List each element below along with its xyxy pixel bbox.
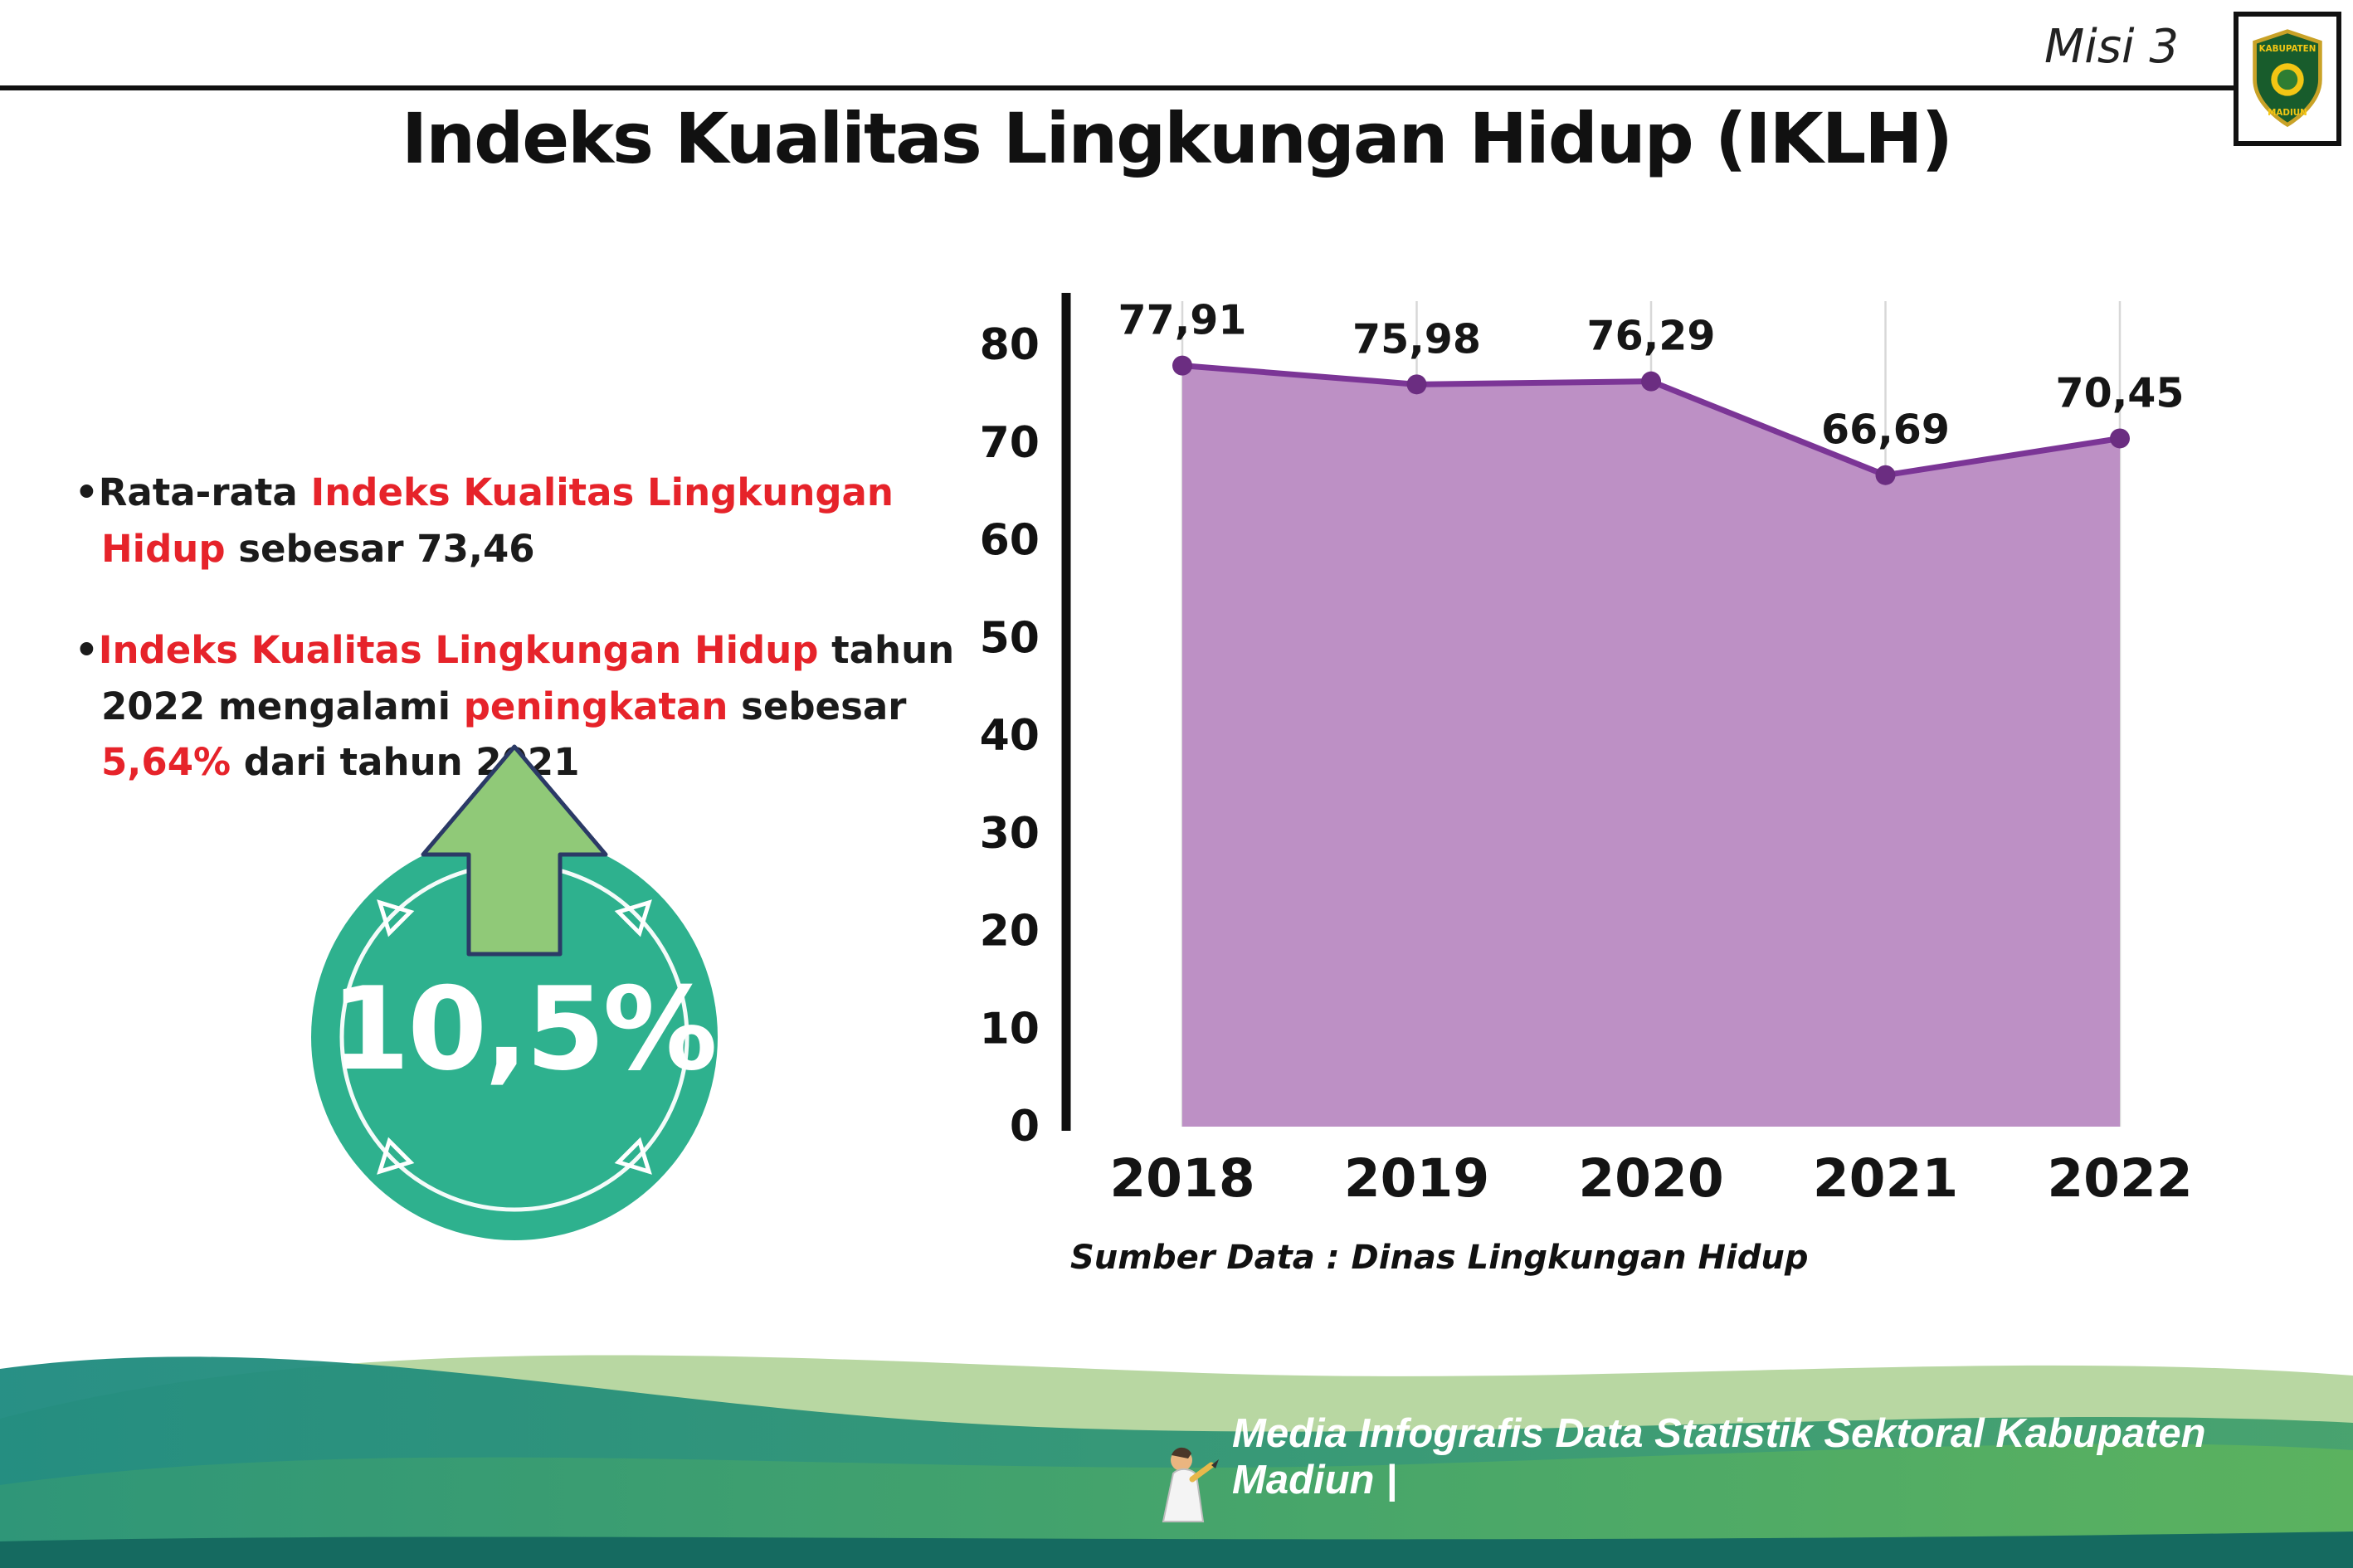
logo-emblem-inner	[2277, 69, 2298, 90]
footer-credit: Media Infografis Data Statistik Sektoral…	[1232, 1411, 2206, 1502]
bullet-item: •Indeks Kualitas Lingkungan Hidup tahun …	[75, 622, 971, 791]
badge-circle	[311, 834, 718, 1240]
y-tick-label: 60	[980, 516, 1040, 566]
bullet-text-segment: tahun 2022 mengalami	[101, 628, 955, 728]
logo-text-madiun: MADIUN	[2268, 108, 2307, 118]
page-title: Indeks Kualitas Lingkungan Hidup (IKLH)	[402, 98, 1953, 179]
mascot-pencil	[1189, 1462, 1215, 1483]
y-tick-label: 10	[980, 1004, 1040, 1054]
bullet-dot: •	[75, 470, 99, 514]
value-label: 66,69	[1821, 407, 1950, 454]
y-tick-label: 40	[980, 711, 1040, 761]
y-tick-label: 80	[980, 320, 1040, 370]
bullet-item: •Rata-rata Indeks Kualitas Lingkungan Hi…	[75, 465, 971, 577]
data-point	[2110, 428, 2130, 449]
value-label: 70,45	[2056, 369, 2185, 416]
iklh-chart: 0 10 20 30 40 50 60 70 80 77,91 75,98 76,29 66,69 70,…	[954, 286, 2315, 1365]
y-tick-label: 70	[980, 418, 1040, 468]
logo-shield-icon: KABUPATEN MADIUN	[2253, 29, 2322, 128]
summary-bullets: •Rata-rata Indeks Kualitas Lingkungan Hi…	[75, 465, 971, 836]
bullet-text-segment: peningkatan	[463, 684, 728, 728]
data-source: Sumber Data : Dinas Lingkungan Hidup	[1070, 1239, 1809, 1277]
misi-label: Misi 3	[2044, 20, 2179, 74]
data-point	[1641, 371, 1661, 392]
logo-text-kabupaten: KABUPATEN	[2259, 44, 2316, 54]
area-fill	[1182, 365, 2120, 1127]
y-tick-label: 0	[1010, 1102, 1040, 1152]
x-tick-label: 2020	[1578, 1148, 1723, 1209]
badge-triangle-se	[614, 1137, 652, 1175]
value-label: 75,98	[1352, 315, 1481, 363]
value-label: 76,29	[1587, 313, 1716, 360]
y-tick-label: 30	[980, 809, 1040, 859]
bullet-text-segment: sebesar	[728, 684, 907, 728]
bullet-text-segment: Indeks Kualitas Lingkungan Hidup	[98, 628, 819, 672]
bullet-text-segment: Rata-rata	[98, 470, 311, 514]
badge-triangle-ne	[614, 899, 652, 937]
footer: Media Infografis Data Statistik Sektoral…	[0, 1311, 2353, 1568]
mascot-hair	[1172, 1447, 1191, 1458]
increase-badge: 10,5%	[307, 743, 738, 1257]
bullet-text-segment: sebesar 73,46	[225, 526, 535, 571]
badge-triangle-sw	[377, 1137, 415, 1175]
value-label: 77,91	[1118, 297, 1247, 344]
badge-triangle-nw	[377, 899, 415, 937]
iklh-area-chart: 0 10 20 30 40 50 60 70 80 77,91 75,98 76,29 66,69 70,…	[980, 293, 2193, 1209]
bullet-dot: •	[75, 628, 99, 672]
y-tick-label: 50	[980, 613, 1040, 663]
header-divider-line	[0, 85, 2240, 90]
x-tick-label: 2018	[1109, 1148, 1254, 1209]
data-point	[1172, 355, 1192, 376]
y-tick-label: 20	[980, 907, 1040, 957]
data-point	[1875, 465, 1896, 485]
increase-badge-graphic	[311, 744, 718, 1240]
kabupaten-madiun-logo: KABUPATEN MADIUN	[2234, 12, 2341, 146]
wave-dark-strip	[0, 1531, 2353, 1568]
mascot-pencil-tip	[1211, 1459, 1219, 1468]
x-tick-label: 2022	[2047, 1148, 2192, 1209]
bullet-text-segment: Indeks Kualitas Lingkungan Hidup	[101, 470, 894, 571]
up-arrow-icon	[421, 744, 608, 957]
mascot-icon	[1162, 1447, 1219, 1522]
bullet-text-segment: 5,64%	[101, 740, 231, 784]
x-tick-label: 2019	[1344, 1148, 1489, 1209]
increase-percentage: 10,5%	[330, 962, 718, 1096]
x-tick-label: 2021	[1813, 1148, 1958, 1209]
data-point	[1406, 374, 1427, 395]
